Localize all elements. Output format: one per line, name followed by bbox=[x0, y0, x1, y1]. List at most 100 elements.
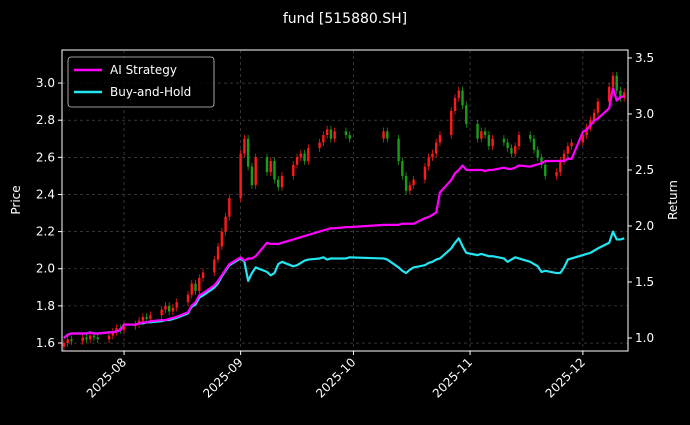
candle-body bbox=[194, 283, 197, 292]
y-tick-label: 2.0 bbox=[36, 262, 55, 276]
y2-tick-label: 2.5 bbox=[635, 163, 654, 177]
chart-title: fund [515880.SH] bbox=[283, 11, 407, 27]
candle-body bbox=[70, 339, 73, 342]
candle-body bbox=[322, 135, 325, 143]
candle-body bbox=[581, 135, 585, 143]
candle-body bbox=[619, 90, 622, 98]
candle-body bbox=[476, 123, 479, 139]
candle-body bbox=[423, 166, 427, 180]
candle-body bbox=[382, 131, 385, 139]
candle-body bbox=[89, 335, 92, 340]
candle-body bbox=[220, 231, 224, 247]
y2-tick-label: 1.5 bbox=[635, 275, 654, 289]
candle-body bbox=[480, 131, 483, 139]
y-tick-label: 1.8 bbox=[36, 299, 55, 313]
candle-body bbox=[171, 307, 175, 312]
candle-body bbox=[164, 305, 167, 310]
candle-body bbox=[280, 175, 284, 188]
candle-body bbox=[483, 131, 487, 136]
candle-body bbox=[149, 315, 152, 319]
candle-body bbox=[145, 317, 148, 319]
candle-body bbox=[450, 110, 453, 136]
y-tick-label: 2.4 bbox=[36, 187, 55, 201]
candle-body bbox=[303, 153, 306, 162]
candle-body bbox=[607, 86, 611, 102]
candle-body bbox=[397, 138, 400, 162]
candle-body bbox=[62, 343, 66, 347]
candle-body bbox=[506, 142, 509, 149]
candle-body bbox=[198, 278, 201, 292]
candle-body bbox=[532, 138, 536, 150]
candle-body bbox=[265, 157, 269, 173]
legend: AI Strategy Buy-and-Hold bbox=[67, 56, 215, 108]
candle-body bbox=[623, 92, 626, 98]
y2-tick-label: 3.5 bbox=[635, 51, 654, 65]
candle-body bbox=[566, 146, 570, 154]
candle-body bbox=[536, 149, 539, 158]
candle-body bbox=[615, 75, 618, 91]
candle-body bbox=[269, 161, 272, 173]
candle-body bbox=[596, 101, 600, 113]
candle-body bbox=[592, 112, 596, 121]
candle-body bbox=[529, 135, 532, 139]
legend-label: Buy-and-Hold bbox=[110, 85, 191, 99]
candle-body bbox=[555, 172, 558, 176]
candle-body bbox=[540, 157, 543, 165]
plot-frame bbox=[61, 49, 629, 352]
candle-body bbox=[85, 337, 88, 340]
candle-body bbox=[224, 216, 227, 232]
candle-body bbox=[348, 135, 351, 139]
candle-body bbox=[570, 142, 573, 147]
y2-tick-label: 3.0 bbox=[635, 107, 654, 121]
candle-body bbox=[243, 138, 246, 154]
candle-body bbox=[517, 135, 521, 147]
candle-body bbox=[115, 328, 118, 332]
candle-body bbox=[299, 153, 303, 158]
candle-body bbox=[611, 75, 615, 87]
candle-body bbox=[513, 146, 517, 154]
candle-body bbox=[96, 337, 99, 340]
candle-body bbox=[438, 135, 442, 143]
candle-body bbox=[246, 138, 250, 167]
candle-body bbox=[453, 97, 457, 111]
candle-body bbox=[92, 335, 96, 338]
y2-tick-label: 2.0 bbox=[635, 219, 654, 233]
candle-body bbox=[81, 337, 84, 342]
candle-body bbox=[175, 302, 178, 308]
candle-body bbox=[201, 272, 205, 279]
candle-body bbox=[66, 339, 69, 344]
y-axis-label: Price bbox=[9, 185, 23, 214]
candle-body bbox=[186, 294, 190, 303]
candle-body bbox=[408, 185, 412, 191]
candle-body bbox=[434, 142, 438, 154]
y-tick-label: 2.6 bbox=[36, 150, 55, 164]
candle-body bbox=[457, 90, 460, 98]
return-line bbox=[63, 87, 625, 339]
candle-body bbox=[292, 164, 295, 176]
candle-body bbox=[401, 161, 404, 176]
candle-body bbox=[502, 138, 506, 143]
candle-body bbox=[559, 161, 562, 173]
y2-axis-label: Return bbox=[666, 180, 680, 220]
candle-body bbox=[111, 331, 114, 336]
candle-body bbox=[277, 179, 280, 188]
candle-body bbox=[190, 283, 193, 295]
candle-body bbox=[544, 164, 547, 176]
candle-body bbox=[487, 135, 491, 147]
y2-tick-label: 1.0 bbox=[635, 331, 654, 345]
legend-box bbox=[67, 56, 215, 108]
candle-body bbox=[491, 138, 494, 147]
candle-body bbox=[386, 131, 389, 139]
candle-body bbox=[333, 131, 336, 139]
candle-body bbox=[427, 157, 430, 167]
candle-body bbox=[141, 317, 145, 321]
candle-body bbox=[344, 131, 348, 136]
candle-body bbox=[585, 127, 588, 136]
y-tick-label: 2.2 bbox=[36, 225, 55, 239]
candle-body bbox=[412, 179, 415, 186]
candle-body bbox=[122, 326, 126, 331]
candle-body bbox=[404, 175, 408, 191]
candle-body bbox=[239, 153, 242, 199]
